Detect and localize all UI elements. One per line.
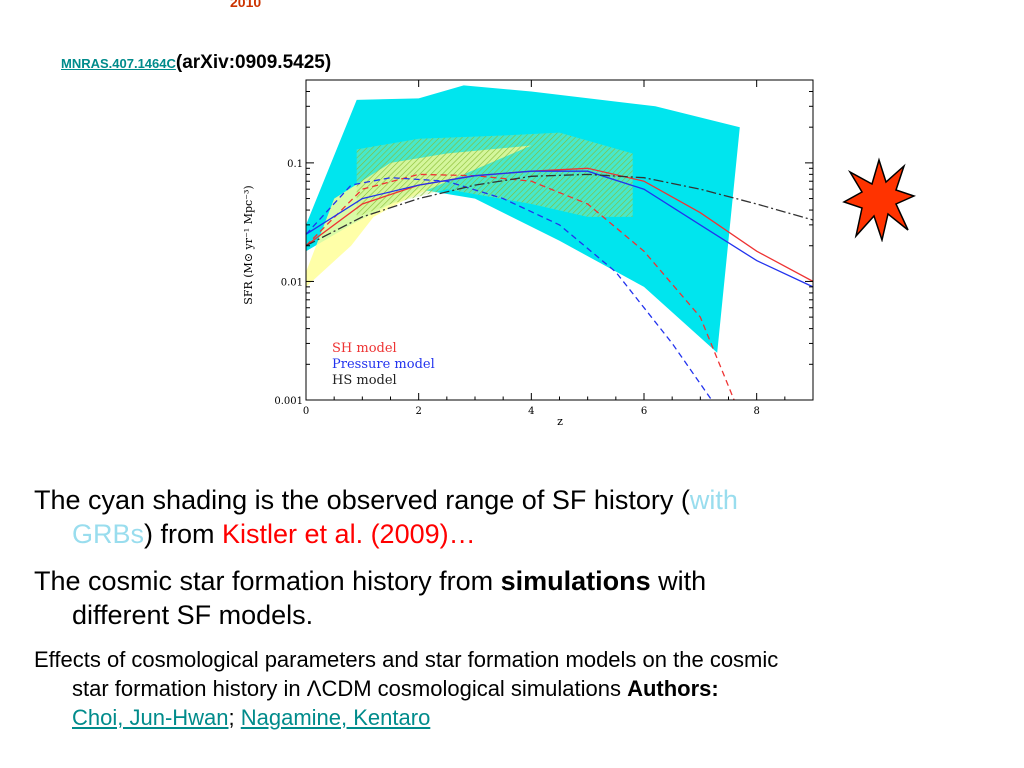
- p2-bold: simulations: [500, 566, 651, 596]
- y-axis-label: SFR (M⊙ yr⁻¹ Mpc⁻³): [242, 185, 255, 304]
- legend-entry: Pressure model: [332, 357, 435, 372]
- series-line-2: [306, 173, 735, 400]
- p3-authors-label: Authors:: [627, 676, 719, 701]
- series-line-4: [306, 177, 713, 400]
- p2-text: The cosmic star formation history from: [34, 566, 501, 596]
- arxiv-id: (arXiv:0909.5425): [175, 52, 332, 73]
- p3-title-line2: star formation history in ΛCDM cosmologi…: [72, 676, 628, 701]
- x-tick-label: 6: [641, 406, 647, 417]
- author-link-choi[interactable]: Choi, Jun-Hwan: [72, 705, 229, 730]
- mnras-link[interactable]: MNRAS.407.1464C: [61, 56, 176, 71]
- y-tick-label: 0.001: [274, 396, 303, 407]
- paragraph-simulations: The cosmic star formation history from s…: [34, 564, 706, 632]
- x-axis-label: z: [557, 415, 563, 428]
- author-link-nagamine[interactable]: Nagamine, Kentaro: [240, 705, 431, 730]
- series-line-5: [306, 173, 813, 247]
- legend-entry: SH model: [332, 341, 397, 356]
- legend-entry: HS model: [332, 373, 397, 388]
- starburst-icon: [842, 157, 916, 242]
- x-tick-label: 8: [753, 406, 759, 417]
- p2-continuation: different SF models.: [72, 600, 314, 630]
- p1-kistler-ref: Kistler et al. (2009)…: [222, 519, 476, 549]
- p1-from: ) from: [144, 519, 223, 549]
- y-tick-label: 0.01: [281, 277, 303, 288]
- p1-text: The cyan shading is the observed range o…: [34, 485, 690, 515]
- p1-with: with: [689, 485, 738, 515]
- author-separator: ;: [228, 705, 241, 730]
- y-tick-label: 0.1: [287, 159, 303, 170]
- p3-title-line1: Effects of cosmological parameters and s…: [34, 647, 779, 672]
- p2-with: with: [650, 566, 707, 596]
- series-line-3: [306, 170, 813, 288]
- x-tick-label: 0: [303, 406, 309, 417]
- reference-line: MNRAS.407.1464C(arXiv:0909.5425): [61, 52, 331, 74]
- series-line-1: [306, 167, 813, 282]
- x-tick-label: 2: [415, 406, 421, 417]
- paragraph-paper-citation: Effects of cosmological parameters and s…: [34, 645, 778, 732]
- x-tick-label: 4: [528, 406, 534, 417]
- year-label: 2010: [230, 0, 262, 10]
- p1-grbs: GRBs: [72, 519, 145, 549]
- paragraph-cyan-shading: The cyan shading is the observed range o…: [34, 483, 738, 551]
